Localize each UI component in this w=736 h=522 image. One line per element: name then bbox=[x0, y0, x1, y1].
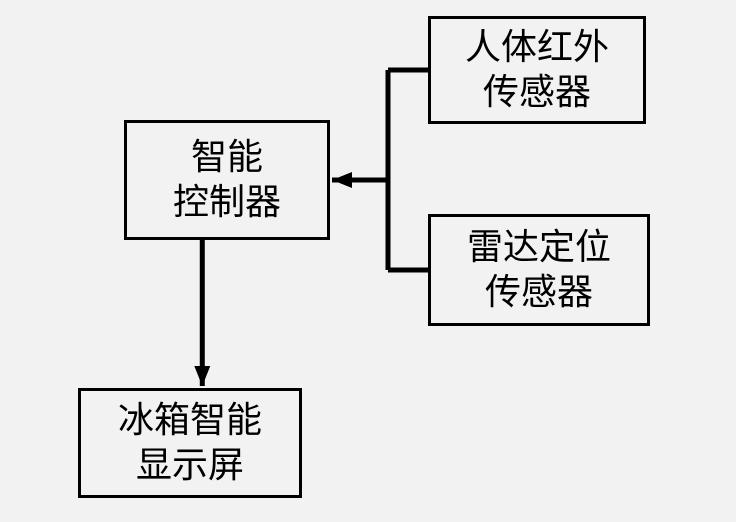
node-display-line1: 冰箱智能 bbox=[118, 398, 262, 443]
node-controller: 智能 控制器 bbox=[124, 120, 330, 240]
node-display: 冰箱智能 显示屏 bbox=[78, 388, 302, 498]
node-radar-line2: 传感器 bbox=[485, 270, 593, 315]
node-infrared-line2: 传感器 bbox=[483, 70, 591, 115]
node-radar-sensor: 雷达定位 传感器 bbox=[428, 214, 650, 326]
node-controller-line2: 控制器 bbox=[173, 180, 281, 225]
node-infrared-sensor: 人体红外 传感器 bbox=[428, 16, 646, 124]
node-infrared-line1: 人体红外 bbox=[465, 25, 609, 70]
node-controller-line1: 智能 bbox=[191, 135, 263, 180]
node-display-line2: 显示屏 bbox=[136, 443, 244, 488]
node-radar-line1: 雷达定位 bbox=[467, 225, 611, 270]
